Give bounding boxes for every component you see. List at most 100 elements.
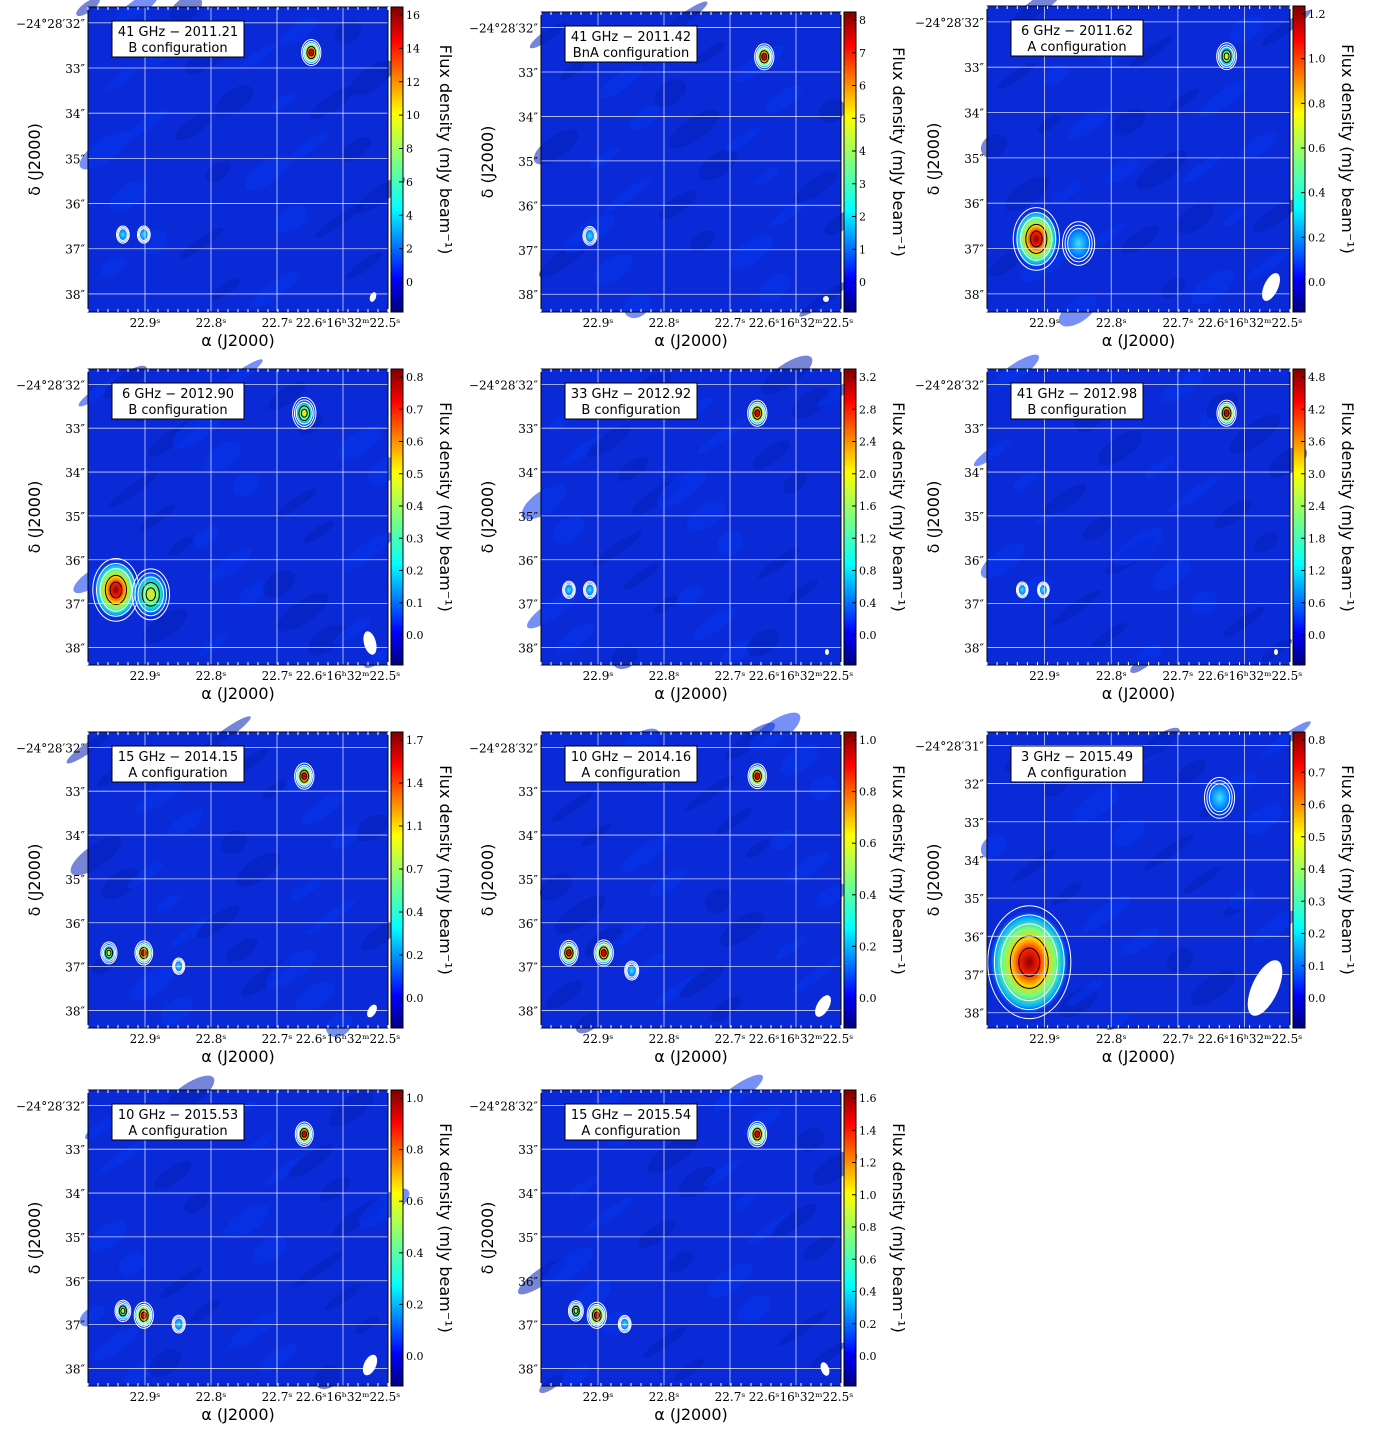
- noise-mark: [728, 234, 774, 270]
- colorbar: [390, 1089, 404, 1387]
- contour-black: [141, 949, 147, 957]
- colorbar-tick-label: 0.6: [406, 436, 424, 449]
- noise-mark: [99, 1138, 149, 1174]
- noise-mark: [787, 579, 819, 603]
- contour-white: [297, 766, 312, 786]
- beam-ellipse: [820, 1362, 830, 1376]
- contour-white: [304, 43, 319, 62]
- contour-white: [137, 226, 150, 243]
- y-axis-label: δ (J2000): [478, 844, 497, 917]
- noise-mark: [202, 441, 242, 473]
- contour-white: [595, 941, 613, 965]
- noise-mark: [171, 915, 215, 947]
- y-tick-label: 38″: [65, 288, 85, 302]
- colorbar: [390, 368, 404, 666]
- contour-white: [1062, 221, 1096, 266]
- noise-mark: [250, 271, 300, 309]
- colorbar-tick-label: 8: [406, 143, 413, 156]
- noise-mark: [692, 607, 736, 641]
- colorbar-tick-label: 1.6: [859, 500, 877, 513]
- noise-mark: [797, 1127, 825, 1153]
- contour-white: [135, 1303, 153, 1327]
- noise-mark: [244, 155, 290, 191]
- x-tick-label: 22.8ˢ: [1096, 1032, 1127, 1046]
- noise-mark: [1183, 155, 1221, 183]
- colorbar-tick-label: 0.2: [859, 940, 877, 953]
- noise-mark: [664, 1, 708, 33]
- y-axis-label: δ (J2000): [478, 126, 497, 199]
- colorbar-tick-label: 0.1: [1308, 960, 1326, 973]
- noise-mark: [1229, 414, 1281, 454]
- colorbar-label: Flux density (mJy beam⁻¹): [436, 402, 455, 612]
- contour-white: [292, 396, 317, 430]
- y-tick-label: 35″: [964, 892, 984, 906]
- panel-11: 15 GHz − 2015.54A configuration 22.9ˢ 22.8…: [469, 1074, 908, 1424]
- noise-mark: [1121, 225, 1159, 255]
- y-tick-label: 33″: [65, 785, 85, 799]
- y-tick-label: 34″: [518, 1187, 538, 1201]
- contour-white: [1067, 228, 1091, 259]
- noise-mark: [175, 111, 213, 141]
- noise-mark: [638, 1219, 676, 1249]
- noise-mark: [790, 958, 840, 994]
- colorbar-tick-label: 0.0: [859, 1350, 877, 1363]
- colorbar: [843, 11, 857, 313]
- contour-white: [619, 1317, 630, 1331]
- y-tick-label: 38″: [964, 1007, 984, 1021]
- contour-white: [626, 963, 637, 978]
- contour-black: [299, 1128, 309, 1141]
- noise-mark: [551, 516, 585, 544]
- y-tick-label: −24°28′32″: [16, 741, 86, 755]
- contour-white: [136, 1305, 151, 1325]
- contour-white: [757, 47, 772, 67]
- contour-black: [118, 1305, 127, 1317]
- noise-mark: [1106, 158, 1138, 184]
- colorbar-tick-label: 1.0: [406, 1092, 424, 1105]
- x-tick-label: 22.8ˢ: [196, 669, 227, 683]
- contour-black: [593, 1311, 600, 1320]
- y-tick-label: 32″: [964, 778, 984, 792]
- colorbar-tick-label: 1.0: [1308, 53, 1326, 66]
- colorbar-tick-label: 2.4: [1308, 500, 1326, 513]
- contour-black: [104, 574, 127, 605]
- x-tick-label: 22.8ˢ: [649, 1032, 680, 1046]
- beam-ellipse: [815, 995, 831, 1017]
- noise-mark: [815, 883, 847, 909]
- panel-8: 10 GHz − 2014.16A configuration 22.9ˢ 22.8…: [469, 712, 908, 1066]
- noise-mark: [1222, 606, 1266, 638]
- noise-mark: [229, 1311, 279, 1349]
- noise-mark: [295, 981, 335, 1013]
- contour-white: [294, 1121, 314, 1147]
- contour-black: [145, 587, 157, 602]
- noise-mark: [782, 472, 808, 494]
- colorbar-tick-label: 0.0: [859, 992, 877, 1005]
- noise-mark: [1004, 176, 1050, 212]
- noise-mark: [118, 1251, 146, 1277]
- contour-white: [585, 583, 595, 597]
- colorbar-tick-label: 0.4: [859, 1286, 877, 1299]
- noise-mark: [240, 42, 278, 70]
- contour-black: [761, 52, 768, 61]
- title-box-frame: [1010, 19, 1144, 57]
- colorbar-tick-label: 1: [859, 243, 866, 256]
- noise-mark: [1168, 477, 1218, 513]
- contour-white: [563, 582, 575, 598]
- contour-black: [1025, 223, 1048, 254]
- noise-mark: [1043, 64, 1069, 86]
- contour-white: [593, 939, 614, 967]
- panel-title-box: 41 GHz − 2011.21B configuration: [111, 20, 245, 58]
- noise-mark: [560, 61, 584, 81]
- y-tick-label: 34″: [65, 107, 85, 121]
- colorbar-tick-label: 0.2: [859, 1318, 877, 1331]
- colorbar-tick-label: 1.0: [859, 1189, 877, 1202]
- colorbar-tick-label: 14: [406, 42, 420, 55]
- noise-mark: [159, 1267, 203, 1299]
- contour-black: [759, 50, 770, 64]
- colorbar-tick-label: 3.2: [859, 371, 877, 384]
- noise-mark: [1106, 1011, 1130, 1031]
- x-tick-label: 22.6ˢ16ʰ32ᵐ22.5ˢ: [296, 1032, 401, 1046]
- contour-white: [1012, 207, 1060, 271]
- colorbar-tick-label: 2: [406, 243, 413, 256]
- contour-black: [600, 949, 607, 957]
- noise-mark: [808, 1342, 846, 1370]
